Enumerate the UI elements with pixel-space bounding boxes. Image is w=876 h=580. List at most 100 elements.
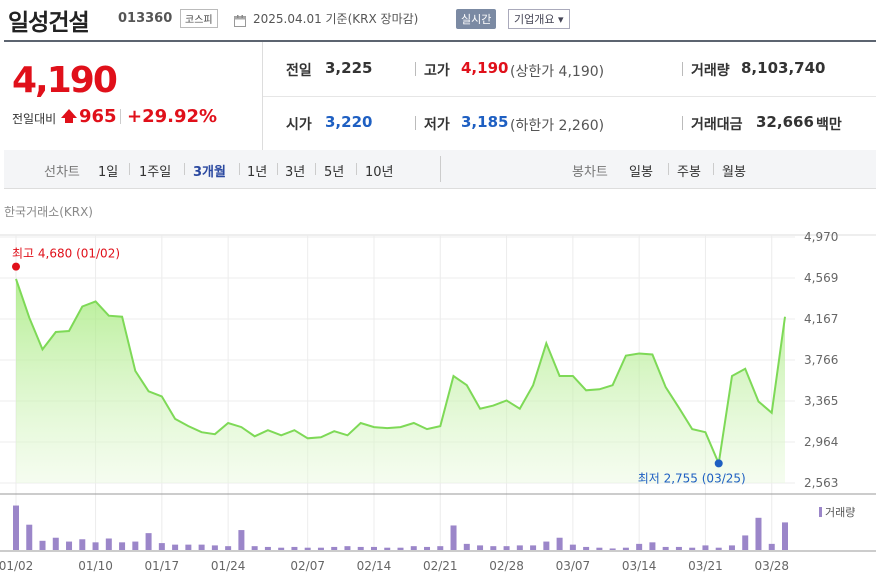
volume-bar [768, 543, 775, 550]
volume-bar [238, 530, 245, 550]
volume-bar [79, 539, 86, 550]
quote-divider [262, 42, 263, 150]
period-3m[interactable]: 3개월 [193, 165, 226, 180]
volume-bar [13, 505, 19, 550]
quote-separator [682, 116, 683, 130]
period-1w[interactable]: 1주일 [139, 165, 172, 180]
x-tick-label: 03/14 [622, 559, 657, 573]
change-value: 965 [79, 106, 117, 127]
candle-chart-label: 봉차트 [572, 165, 608, 180]
candle-daily[interactable]: 일봉 [629, 165, 653, 180]
volume-bar [702, 545, 709, 550]
y-tick-label: 3,365 [804, 394, 838, 408]
exchange-label: 한국거래소(KRX) [4, 205, 93, 219]
x-tick-label: 03/07 [556, 559, 591, 573]
volume-bar [211, 545, 218, 550]
volume-bar [410, 546, 417, 550]
line-chart-label: 선차트 [44, 165, 80, 180]
change-percent: +29.92% [127, 106, 218, 127]
up-arrow-icon-stem [65, 118, 73, 123]
volume-bar [636, 543, 643, 550]
volume-bar [569, 544, 576, 550]
x-tick-label: 01/17 [145, 559, 180, 573]
volume-bar [583, 546, 590, 550]
volume-bar [556, 537, 563, 550]
y-tick-label: 4,167 [804, 312, 838, 326]
current-price: 4,190 [12, 60, 118, 101]
prev-close-value: 3,225 [325, 59, 373, 77]
candle-weekly[interactable]: 주봉 [677, 165, 701, 180]
volume-bar [503, 546, 510, 550]
volume-bar [450, 525, 457, 550]
period-separator [184, 163, 185, 175]
x-tick-label: 02/14 [357, 559, 392, 573]
volume-bar [782, 522, 788, 550]
calendar-icon [234, 12, 246, 27]
volume-bar [543, 541, 550, 550]
upper-limit: (상한가 4,190) [510, 64, 605, 80]
volume-bar [596, 547, 603, 550]
period-1y[interactable]: 1년 [247, 165, 268, 180]
volume-bar [622, 547, 629, 550]
period-1d[interactable]: 1일 [98, 165, 119, 180]
volume-bar [675, 546, 682, 550]
y-tick-label: 4,970 [804, 230, 838, 244]
amount-value: 32,666 [756, 113, 814, 131]
high-marker [12, 262, 20, 271]
realtime-button[interactable]: 실시간 [456, 9, 497, 29]
x-tick-label: 03/28 [754, 559, 789, 573]
volume-bar [145, 533, 152, 550]
x-tick-label: 02/21 [423, 559, 458, 573]
period-bar-divider [440, 156, 441, 182]
volume-bar [397, 547, 404, 550]
volume-bar [185, 544, 192, 550]
volume-bar [119, 542, 126, 550]
x-tick-label: 02/28 [489, 559, 524, 573]
volume-bar [530, 545, 537, 550]
open-label: 시가 [286, 117, 312, 133]
volume-bar [463, 543, 470, 550]
open-value: 3,220 [325, 113, 373, 131]
period-separator [356, 163, 357, 175]
volume-bar [52, 537, 59, 550]
volume-bar [105, 538, 112, 550]
volume-bar [357, 546, 364, 550]
volume-bar [172, 544, 179, 550]
stock-code: 013360 [118, 11, 173, 26]
volume-bar [384, 547, 391, 550]
candle-monthly[interactable]: 월봉 [722, 165, 746, 180]
volume-bar [317, 547, 324, 550]
quote-row-divider [263, 96, 876, 97]
amount-label: 거래대금 [691, 117, 743, 133]
volume-value: 8,103,740 [741, 59, 826, 77]
period-separator [129, 163, 130, 175]
base-date: 2025.04.01 기준(KRX 장마감) [253, 12, 419, 26]
volume-bar [251, 546, 258, 550]
period-10y[interactable]: 10년 [365, 165, 394, 180]
volume-bar [609, 548, 616, 550]
period-3y[interactable]: 3년 [285, 165, 306, 180]
quote-panel: 4,190 전일대비 965 +29.92% 전일 3,225 고가 4,190… [4, 42, 876, 151]
high-value: 4,190 [461, 59, 509, 77]
x-tick-label: 01/02 [0, 559, 33, 573]
price-chart: 4,970 4,569 4,167 3,766 3,365 2,964 2,563 최고 4… [0, 230, 876, 573]
volume-bar [649, 542, 656, 550]
company-info-dropdown[interactable]: 기업개요 ▾ [508, 9, 570, 29]
x-tick-label: 03/21 [688, 559, 723, 573]
quote-separator [682, 62, 683, 76]
y-tick-label: 2,964 [804, 435, 838, 449]
period-5y[interactable]: 5년 [324, 165, 345, 180]
volume-bar [424, 546, 431, 550]
header-divider [4, 40, 876, 42]
volume-bar [304, 547, 311, 550]
volume-bar [370, 546, 377, 550]
volume-bar [516, 545, 523, 550]
y-tick-label: 4,569 [804, 271, 838, 285]
company-name: 일성건설 [8, 10, 90, 36]
volume-bar [158, 543, 165, 550]
volume-bar [755, 517, 762, 550]
quote-separator [415, 116, 416, 130]
amount-unit: 백만 [816, 117, 842, 133]
volume-bar [92, 542, 99, 550]
volume-bar [728, 545, 735, 550]
